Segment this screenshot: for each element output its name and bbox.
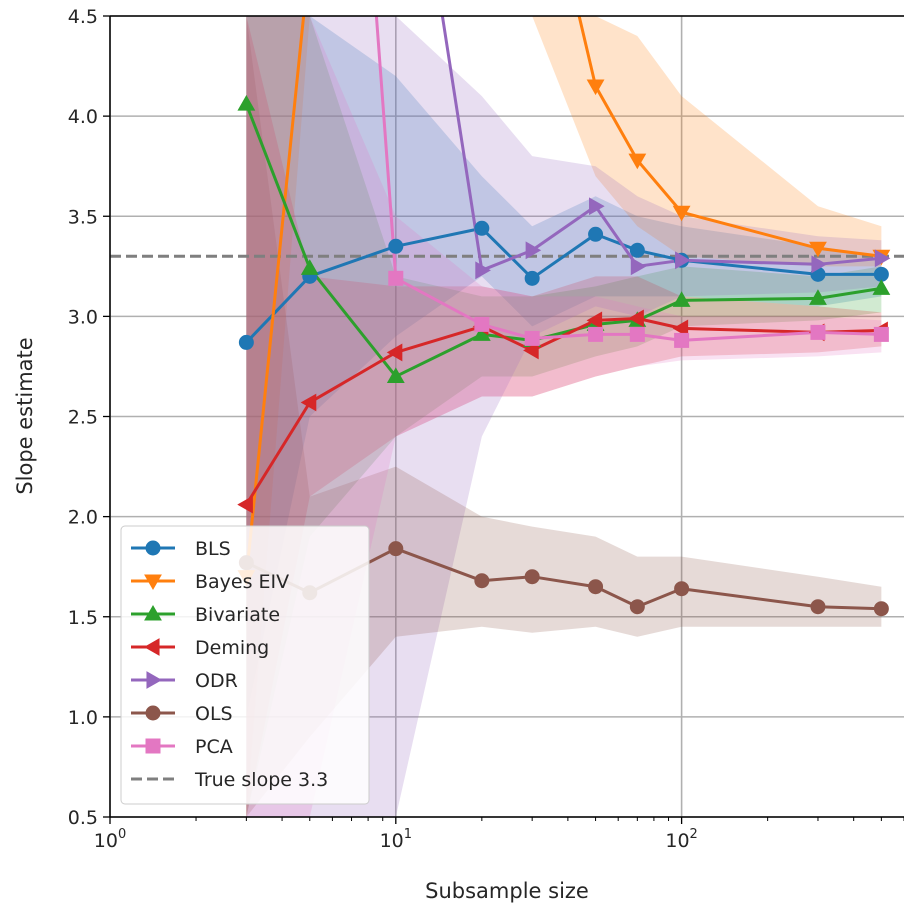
legend-box xyxy=(120,525,370,805)
point-bivariate xyxy=(672,291,691,307)
legend-marker xyxy=(144,604,162,621)
y-tick-label: 4.0 xyxy=(68,106,98,128)
point-ols xyxy=(588,579,604,595)
point-bayes-eiv xyxy=(809,241,827,258)
point-ols xyxy=(524,569,540,585)
y-tick-labels: 0.5 1.0 1.5 2.0 2.5 3.0 3.5 4.0 4.5 xyxy=(68,6,98,829)
legend-label: OLS xyxy=(195,703,233,725)
point-pca xyxy=(674,332,690,348)
point-bivariate xyxy=(809,289,827,305)
point-bls xyxy=(873,266,889,282)
point-bls xyxy=(238,334,254,350)
legend-label: Bivariate xyxy=(195,604,280,626)
point-bls xyxy=(524,270,540,286)
line-bls xyxy=(245,226,882,344)
point-odr xyxy=(630,257,647,276)
band-deming xyxy=(246,16,882,817)
point-ols xyxy=(388,541,404,557)
legend-label: True slope 3.3 xyxy=(194,769,328,791)
point-odr xyxy=(811,255,828,274)
point-bayes-eiv xyxy=(586,79,605,96)
point-pca xyxy=(524,330,540,346)
legend-marker xyxy=(145,540,161,556)
y-tick-label: 3.5 xyxy=(68,206,98,228)
point-bls xyxy=(588,226,604,242)
legend-marker xyxy=(146,671,163,689)
point-ols xyxy=(674,581,690,597)
legend-label: PCA xyxy=(195,736,233,758)
y-tick-label: 2.5 xyxy=(68,407,98,429)
band-bls xyxy=(246,16,882,717)
x-tick-label: 100 xyxy=(94,827,126,852)
point-deming xyxy=(586,311,603,330)
point-bivariate xyxy=(300,259,319,275)
legend-marker xyxy=(145,705,161,721)
x-tick-label: 102 xyxy=(665,827,697,852)
x-tick-labels: 100 101 102 xyxy=(94,827,698,852)
point-deming xyxy=(523,341,539,360)
point-odr xyxy=(525,241,542,260)
point-bivariate xyxy=(237,95,256,111)
point-bls xyxy=(388,238,404,254)
point-bivariate xyxy=(386,367,405,383)
y-tick-label: 4.5 xyxy=(68,6,98,28)
point-ols xyxy=(474,573,490,589)
point-pca xyxy=(474,316,490,332)
legend: BLS Bayes EIV Bivariate Deming ODR OLS PCA True… xyxy=(120,525,370,805)
y-tick-label: 1.5 xyxy=(68,607,98,629)
y-tick-label: 2.0 xyxy=(68,507,98,529)
point-pca xyxy=(629,326,645,342)
y-tick-label: 3.0 xyxy=(68,306,98,328)
point-pca xyxy=(588,326,604,342)
point-odr xyxy=(475,261,491,280)
legend-label: Bayes EIV xyxy=(195,571,289,593)
point-bayes-eiv xyxy=(628,153,647,170)
series-markers xyxy=(237,79,891,617)
point-odr xyxy=(589,197,605,216)
x-axis-label: Subsample size xyxy=(425,879,589,903)
point-ols xyxy=(810,599,826,615)
point-ols xyxy=(873,601,889,617)
line-bivariate xyxy=(244,103,882,378)
legend-marker xyxy=(145,738,161,754)
y-tick-label: 1.0 xyxy=(68,707,98,729)
point-deming xyxy=(386,343,403,362)
series-lines xyxy=(244,16,882,611)
point-pca xyxy=(388,270,404,286)
band-ols xyxy=(246,16,882,817)
point-bls xyxy=(474,220,490,236)
legend-label: BLS xyxy=(195,538,231,560)
line-pca xyxy=(374,16,882,342)
point-pca xyxy=(873,326,889,342)
band-bayes-eiv xyxy=(246,16,882,817)
point-deming xyxy=(300,393,317,412)
legend-label: ODR xyxy=(195,670,238,692)
x-tick-label: 101 xyxy=(380,827,412,852)
line-odr xyxy=(440,16,882,272)
point-bls xyxy=(629,242,645,258)
y-axis-label: Slope estimate xyxy=(13,337,37,494)
point-deming xyxy=(672,319,689,338)
line-bayes-eiv xyxy=(244,16,882,577)
band-odr xyxy=(246,16,882,817)
band-bivariate xyxy=(246,16,882,817)
legend-marker xyxy=(144,574,162,591)
point-odr xyxy=(874,249,891,268)
point-ols xyxy=(629,599,645,615)
point-pca xyxy=(810,324,826,340)
point-bivariate xyxy=(872,279,891,295)
legend-label: Deming xyxy=(195,637,269,659)
point-deming xyxy=(237,495,253,514)
point-bayes-eiv xyxy=(672,205,691,222)
legend-marker xyxy=(143,638,160,656)
y-tick-label: 0.5 xyxy=(68,807,98,829)
plot-area xyxy=(103,15,904,824)
point-odr xyxy=(675,251,691,270)
axes xyxy=(103,15,904,824)
point-deming xyxy=(628,309,644,328)
